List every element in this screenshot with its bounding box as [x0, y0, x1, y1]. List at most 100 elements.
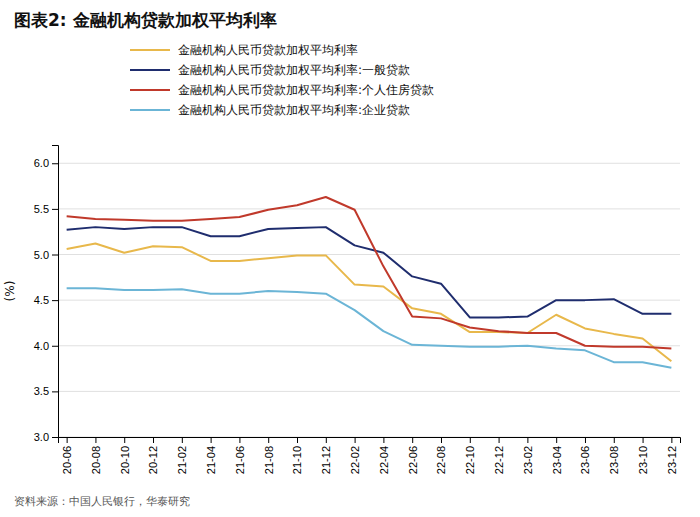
y-tick: 5.5	[34, 203, 58, 215]
y-tick: 3.5	[34, 385, 58, 397]
x-tick-mark	[268, 437, 269, 443]
x-axis-line	[59, 438, 681, 444]
x-tick-mark	[671, 437, 672, 443]
x-tick: 22-06	[407, 437, 419, 474]
x-tick-label: 23-06	[579, 446, 591, 474]
y-tick-mark	[52, 391, 58, 392]
x-tick-mark	[383, 437, 384, 443]
x-tick-label: 23-02	[522, 446, 534, 474]
x-tick-label: 20-12	[147, 446, 159, 474]
x-tick: 20-12	[147, 437, 159, 474]
x-tick-mark	[297, 437, 298, 443]
y-tick-label: 4.5	[34, 294, 49, 306]
legend-item: 金融机构人民币贷款加权平均利率:企业贷款	[130, 103, 410, 117]
x-tick: 23-02	[522, 437, 534, 474]
title: 图表2: 金融机构贷款加权平均利率	[14, 10, 277, 30]
x-tick-label: 21-10	[291, 446, 303, 474]
x-tick: 21-04	[205, 437, 217, 474]
grid-line	[58, 254, 680, 255]
x-tick-label: 22-10	[464, 446, 476, 474]
y-tick-mark	[52, 346, 58, 347]
x-tick-mark	[182, 437, 183, 443]
x-tick: 21-08	[263, 437, 275, 474]
series-group	[67, 197, 672, 368]
x-tick: 22-12	[493, 437, 505, 474]
x-tick-mark	[153, 437, 154, 443]
legend-item: 金融机构人民币贷款加权平均利率	[130, 43, 358, 57]
x-tick-mark	[527, 437, 528, 443]
y-tick-label: 5.0	[34, 249, 49, 261]
x-tick: 22-08	[435, 437, 447, 474]
y-tick: 3.0	[34, 431, 58, 443]
y-tick-mark	[52, 437, 58, 438]
x-tick: 23-10	[637, 437, 649, 474]
x-tick-label: 20-06	[61, 446, 73, 474]
legend-item: 金融机构人民币贷款加权平均利率:个人住房贷款	[130, 83, 434, 97]
y-tick-label: 3.0	[34, 431, 49, 443]
x-tick-mark	[585, 437, 586, 443]
x-tick: 20-06	[61, 437, 73, 474]
legend-swatch	[130, 69, 170, 71]
x-tick-label: 23-10	[637, 446, 649, 474]
y-tick-mark	[52, 255, 58, 256]
x-tick: 23-08	[608, 437, 620, 474]
series-line	[67, 288, 672, 367]
x-tick-label: 21-02	[176, 446, 188, 474]
x-tick-label: 21-12	[320, 446, 332, 474]
legend-swatch	[130, 89, 170, 91]
annotation: 资料来源：中国人民银行，华泰研究	[14, 495, 190, 508]
x-tick-mark	[556, 437, 557, 443]
legend-swatch	[130, 49, 170, 51]
x-tick-label: 22-06	[407, 446, 419, 474]
legend-item: 金融机构人民币贷款加权平均利率:一般贷款	[130, 63, 410, 77]
y-tick-label: 5.5	[34, 203, 49, 215]
x-tick: 23-06	[579, 437, 591, 474]
x-tick: 22-04	[378, 437, 390, 474]
x-tick: 20-08	[90, 437, 102, 474]
x-tick-label: 20-08	[90, 446, 102, 474]
x-tick-mark	[95, 437, 96, 443]
x-tick-label: 21-06	[234, 446, 246, 474]
x-tick-mark	[499, 437, 500, 443]
grid-line	[58, 391, 680, 392]
y-tick-mark	[52, 209, 58, 210]
chart: 图表2: 金融机构贷款加权平均利率金融机构人民币贷款加权平均利率金融机构人民币贷…	[0, 0, 700, 517]
x-tick-label: 23-12	[666, 446, 678, 474]
y-tick-label: 6.0	[34, 157, 49, 169]
x-tick: 21-06	[234, 437, 246, 474]
x-tick-label: 22-04	[378, 446, 390, 474]
grid-line	[58, 208, 680, 209]
y-tick: 4.5	[34, 294, 58, 306]
x-tick-mark	[412, 437, 413, 443]
x-tick-mark	[614, 437, 615, 443]
x-tick: 22-10	[464, 437, 476, 474]
y-tick: 6.0	[34, 157, 58, 169]
x-tick-mark	[441, 437, 442, 443]
x-tick-mark	[355, 437, 356, 443]
legend-label: 金融机构人民币贷款加权平均利率:企业贷款	[178, 103, 410, 117]
x-tick-mark	[239, 437, 240, 443]
x-tick-mark	[211, 437, 212, 443]
grid	[58, 163, 680, 437]
legend: 金融机构人民币贷款加权平均利率金融机构人民币贷款加权平均利率:一般贷款金融机构人…	[130, 43, 434, 117]
x-tick-label: 22-02	[349, 446, 361, 474]
series-line	[67, 197, 672, 348]
x-tick-label: 23-08	[608, 446, 620, 474]
legend-label: 金融机构人民币贷款加权平均利率	[178, 43, 358, 57]
x-tick-label: 23-04	[551, 446, 563, 474]
x-tick-label: 22-08	[435, 446, 447, 474]
y-axis-line	[52, 146, 59, 438]
y-tick: 5.0	[34, 249, 58, 261]
y-tick-mark	[52, 300, 58, 301]
legend-label: 金融机构人民币贷款加权平均利率:一般贷款	[178, 63, 410, 77]
x-axis: 20-06 20-08 20-10 20-12 21-02 21-04 21-06 21-08…	[59, 437, 681, 474]
x-tick: 21-12	[320, 437, 332, 474]
x-tick-mark	[67, 437, 68, 443]
x-tick: 20-10	[119, 437, 131, 474]
x-tick: 21-02	[176, 437, 188, 474]
y-axis: 3.03.54.04.55.05.56.0	[34, 146, 59, 444]
x-tick-label: 21-08	[263, 446, 275, 474]
legend-swatch	[130, 109, 170, 111]
x-tick-label: 22-12	[493, 446, 505, 474]
x-tick-mark	[643, 437, 644, 443]
